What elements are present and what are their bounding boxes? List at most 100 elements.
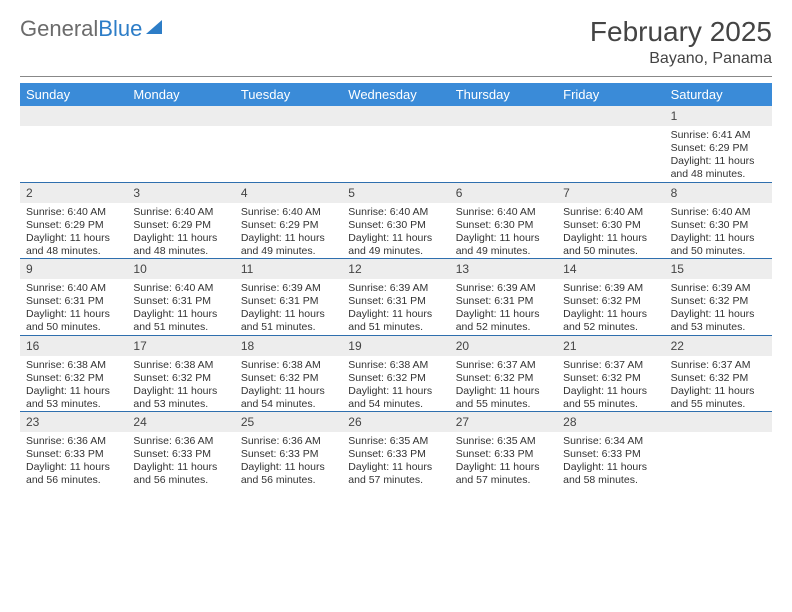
day-cell: Sunrise: 6:40 AMSunset: 6:29 PMDaylight:… <box>127 203 234 259</box>
day-cell: Sunrise: 6:39 AMSunset: 6:31 PMDaylight:… <box>235 279 342 335</box>
day-number: 19 <box>342 336 449 356</box>
day-number: 15 <box>665 259 772 279</box>
day-cell: Sunrise: 6:39 AMSunset: 6:32 PMDaylight:… <box>665 279 772 335</box>
calendar-body: 1Sunrise: 6:41 AMSunset: 6:29 PMDaylight… <box>20 106 772 488</box>
day-cell: Sunrise: 6:40 AMSunset: 6:30 PMDaylight:… <box>665 203 772 259</box>
week-row: Sunrise: 6:40 AMSunset: 6:31 PMDaylight:… <box>20 279 772 335</box>
day-number: 25 <box>235 412 342 432</box>
day-cell: Sunrise: 6:34 AMSunset: 6:33 PMDaylight:… <box>557 432 664 488</box>
day-header-cell: Tuesday <box>235 83 342 106</box>
day-number <box>235 106 342 126</box>
day-cell: Sunrise: 6:39 AMSunset: 6:31 PMDaylight:… <box>342 279 449 335</box>
day-number: 22 <box>665 336 772 356</box>
daynum-row: 2345678 <box>20 182 772 203</box>
day-header-row: SundayMondayTuesdayWednesdayThursdayFrid… <box>20 83 772 106</box>
week-row: Sunrise: 6:36 AMSunset: 6:33 PMDaylight:… <box>20 432 772 488</box>
day-number: 13 <box>450 259 557 279</box>
day-cell: Sunrise: 6:38 AMSunset: 6:32 PMDaylight:… <box>235 356 342 412</box>
day-cell: Sunrise: 6:37 AMSunset: 6:32 PMDaylight:… <box>557 356 664 412</box>
day-number <box>127 106 234 126</box>
day-cell: Sunrise: 6:41 AMSunset: 6:29 PMDaylight:… <box>665 126 772 182</box>
day-cell <box>450 126 557 182</box>
day-cell <box>20 126 127 182</box>
header: GeneralBlue February 2025 Bayano, Panama <box>20 16 772 68</box>
day-number: 17 <box>127 336 234 356</box>
day-number <box>342 106 449 126</box>
day-cell: Sunrise: 6:40 AMSunset: 6:30 PMDaylight:… <box>557 203 664 259</box>
week-row: Sunrise: 6:38 AMSunset: 6:32 PMDaylight:… <box>20 356 772 412</box>
day-cell: Sunrise: 6:35 AMSunset: 6:33 PMDaylight:… <box>342 432 449 488</box>
week-row: Sunrise: 6:40 AMSunset: 6:29 PMDaylight:… <box>20 203 772 259</box>
day-header-cell: Friday <box>557 83 664 106</box>
day-number: 23 <box>20 412 127 432</box>
day-number: 24 <box>127 412 234 432</box>
day-number: 16 <box>20 336 127 356</box>
day-cell <box>127 126 234 182</box>
day-cell: Sunrise: 6:39 AMSunset: 6:32 PMDaylight:… <box>557 279 664 335</box>
day-cell <box>342 126 449 182</box>
day-number: 2 <box>20 183 127 203</box>
day-number: 20 <box>450 336 557 356</box>
logo-word1: General <box>20 16 98 41</box>
day-number: 5 <box>342 183 449 203</box>
daynum-row: 232425262728 <box>20 411 772 432</box>
logo-triangle-icon <box>146 20 162 34</box>
calendar: SundayMondayTuesdayWednesdayThursdayFrid… <box>20 83 772 488</box>
day-number: 10 <box>127 259 234 279</box>
day-number <box>450 106 557 126</box>
day-cell: Sunrise: 6:38 AMSunset: 6:32 PMDaylight:… <box>342 356 449 412</box>
daynum-row: 16171819202122 <box>20 335 772 356</box>
week-row: Sunrise: 6:41 AMSunset: 6:29 PMDaylight:… <box>20 126 772 182</box>
day-number: 8 <box>665 183 772 203</box>
day-number: 28 <box>557 412 664 432</box>
day-number: 14 <box>557 259 664 279</box>
day-header-cell: Thursday <box>450 83 557 106</box>
day-number: 4 <box>235 183 342 203</box>
day-number: 27 <box>450 412 557 432</box>
day-number: 6 <box>450 183 557 203</box>
day-cell: Sunrise: 6:40 AMSunset: 6:29 PMDaylight:… <box>235 203 342 259</box>
day-header-cell: Saturday <box>665 83 772 106</box>
title-block: February 2025 Bayano, Panama <box>590 16 772 68</box>
logo: GeneralBlue <box>20 16 162 42</box>
day-number: 1 <box>665 106 772 126</box>
daynum-row: 9101112131415 <box>20 258 772 279</box>
day-cell: Sunrise: 6:36 AMSunset: 6:33 PMDaylight:… <box>20 432 127 488</box>
day-number: 11 <box>235 259 342 279</box>
day-number <box>20 106 127 126</box>
day-cell: Sunrise: 6:40 AMSunset: 6:30 PMDaylight:… <box>450 203 557 259</box>
day-cell: Sunrise: 6:40 AMSunset: 6:30 PMDaylight:… <box>342 203 449 259</box>
day-header-cell: Monday <box>127 83 234 106</box>
day-number: 21 <box>557 336 664 356</box>
day-cell: Sunrise: 6:38 AMSunset: 6:32 PMDaylight:… <box>20 356 127 412</box>
day-number: 9 <box>20 259 127 279</box>
logo-word2: Blue <box>98 16 142 41</box>
day-cell: Sunrise: 6:36 AMSunset: 6:33 PMDaylight:… <box>127 432 234 488</box>
day-header-cell: Wednesday <box>342 83 449 106</box>
day-cell: Sunrise: 6:40 AMSunset: 6:31 PMDaylight:… <box>20 279 127 335</box>
day-cell <box>235 126 342 182</box>
day-cell: Sunrise: 6:39 AMSunset: 6:31 PMDaylight:… <box>450 279 557 335</box>
day-cell: Sunrise: 6:36 AMSunset: 6:33 PMDaylight:… <box>235 432 342 488</box>
day-number: 7 <box>557 183 664 203</box>
divider <box>20 76 772 77</box>
day-number <box>557 106 664 126</box>
day-cell: Sunrise: 6:40 AMSunset: 6:31 PMDaylight:… <box>127 279 234 335</box>
day-cell: Sunrise: 6:40 AMSunset: 6:29 PMDaylight:… <box>20 203 127 259</box>
daynum-row: 1 <box>20 106 772 126</box>
day-number: 18 <box>235 336 342 356</box>
day-cell: Sunrise: 6:38 AMSunset: 6:32 PMDaylight:… <box>127 356 234 412</box>
logo-text: GeneralBlue <box>20 16 142 42</box>
day-cell <box>665 432 772 488</box>
day-number: 3 <box>127 183 234 203</box>
day-cell: Sunrise: 6:37 AMSunset: 6:32 PMDaylight:… <box>665 356 772 412</box>
day-cell: Sunrise: 6:37 AMSunset: 6:32 PMDaylight:… <box>450 356 557 412</box>
location: Bayano, Panama <box>590 50 772 68</box>
month-title: February 2025 <box>590 16 772 48</box>
day-number: 12 <box>342 259 449 279</box>
day-cell: Sunrise: 6:35 AMSunset: 6:33 PMDaylight:… <box>450 432 557 488</box>
day-number <box>665 412 772 432</box>
day-header-cell: Sunday <box>20 83 127 106</box>
day-number: 26 <box>342 412 449 432</box>
day-cell <box>557 126 664 182</box>
